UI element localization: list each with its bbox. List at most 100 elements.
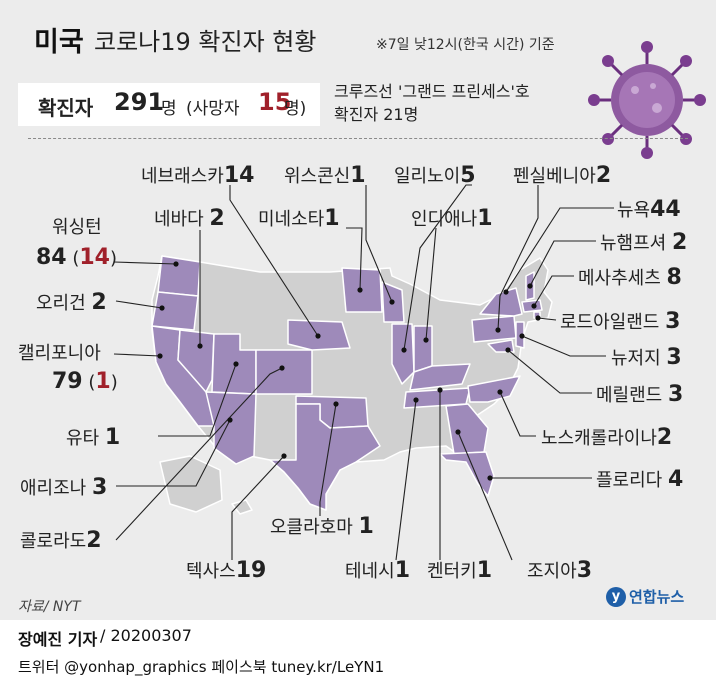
marker-pennsylvania [495, 327, 501, 333]
summary-total: 291 [114, 88, 165, 116]
marker-georgia [455, 429, 461, 435]
title-text: 코로나19 확진자 현황 [94, 28, 317, 56]
label-new-jersey: 뉴저지 3 [611, 345, 682, 370]
leader-line-north-carolina [499, 391, 536, 437]
label-utah: 유타 1 [66, 425, 121, 450]
title-country: 미국 [34, 27, 84, 58]
marker-rhode-island [535, 315, 541, 321]
social-links: 트위터 @yonhap_graphics 페이스북 tuney.kr/LeYN1 [18, 658, 385, 676]
hawaii [231, 499, 253, 515]
summary-deaths-label: (사망자 [186, 99, 240, 119]
marker-new-jersey [519, 333, 525, 339]
label-rhode-island: 로드아일랜드 3 [560, 309, 681, 334]
label-colorado: 콜로라도2 [20, 528, 102, 553]
state-florida [439, 451, 495, 497]
label-pennsylvania: 펜실베니아2 [513, 163, 612, 188]
leader-line-utah [158, 363, 237, 437]
marker-tennessee [413, 397, 419, 403]
marker-north-carolina [497, 389, 503, 395]
label-wisconsin: 위스콘신1 [284, 163, 366, 188]
marker-indiana [423, 337, 429, 343]
summary-deaths-unit: 명) [284, 99, 307, 119]
label-georgia: 조지아3 [527, 558, 592, 583]
label-washington-name: 워싱턴 [52, 217, 102, 238]
marker-utah [233, 361, 239, 367]
state-illinois [391, 323, 415, 385]
label-arizona: 애리조나 3 [20, 475, 108, 500]
marker-texas [281, 453, 287, 459]
state-texas [269, 403, 381, 511]
label-new-hampshire: 뉴햄프셔 2 [600, 230, 688, 255]
leader-line-minnesota [346, 227, 363, 291]
label-oklahoma: 오클라호마 1 [270, 514, 374, 539]
cruise-ship-line2: 확진자 21명 [334, 105, 419, 124]
label-washington-values: 84 (14) [36, 245, 118, 270]
marker-maryland [505, 347, 511, 353]
leader-line-rhode-island [537, 317, 557, 321]
marker-nevada [197, 343, 203, 349]
marker-oregon [159, 305, 165, 311]
label-new-york: 뉴욕44 [617, 197, 681, 222]
leader-line-new-york [505, 207, 614, 293]
alaska [159, 455, 223, 513]
marker-arizona [227, 417, 233, 423]
summary-label: 확진자 [38, 96, 94, 120]
label-nebraska: 네브래스카14 [141, 163, 255, 188]
marker-colorado [279, 365, 285, 371]
label-maryland: 메릴랜드 3 [596, 382, 684, 407]
leader-line-nebraska [229, 185, 319, 337]
state-new-york [479, 287, 523, 317]
label-minnesota: 미네소타1 [258, 206, 340, 231]
cruise-ship-line1: 크루즈선 '그랜드 프린세스'호 [334, 82, 530, 101]
leader-line-new-hampshire [529, 240, 596, 287]
time-note: ※7일 낮12시(한국 시간) 기준 [376, 37, 555, 53]
label-indiana: 인디애나1 [411, 206, 493, 231]
byline-author: 장예진 기자 [18, 630, 98, 649]
leader-line-oregon [115, 300, 163, 309]
label-oregon: 오리건 2 [36, 290, 107, 315]
marker-oklahoma [333, 401, 339, 407]
label-kentucky: 켄터키1 [427, 558, 492, 583]
leader-line-texas [231, 455, 285, 560]
label-florida: 플로리다 4 [596, 467, 684, 492]
leader-line-maryland [507, 349, 592, 394]
leader-line-wisconsin [365, 185, 393, 303]
label-nevada: 네바다 2 [154, 206, 225, 231]
state-colorado [255, 349, 313, 395]
label-texas: 텍사스19 [186, 558, 267, 583]
leader-line-colorado [115, 367, 283, 541]
summary-deaths: 15 [258, 88, 292, 116]
marker-minnesota [357, 287, 363, 293]
leader-line-georgia [457, 431, 513, 561]
label-north-carolina: 노스캐롤라이나2 [541, 425, 673, 450]
state-north-carolina [467, 375, 521, 403]
label-california-values: 79 (1) [52, 369, 118, 394]
yonhap-logo-icon: y [606, 586, 626, 607]
label-massachusetts: 메사추세츠 8 [578, 265, 682, 290]
leader-line-new-jersey [521, 335, 606, 357]
leader-line-arizona [116, 419, 231, 487]
divider [28, 138, 688, 139]
state-georgia [445, 403, 489, 455]
yonhap-logo-text: 연합뉴스 [629, 588, 685, 606]
byline-date: / 20200307 [100, 626, 192, 645]
marker-kentucky [437, 387, 443, 393]
label-illinois: 일리노이5 [394, 163, 476, 188]
us-map [113, 184, 614, 561]
marker-new-hampshire [527, 283, 533, 289]
state-oregon [151, 291, 199, 331]
leader-line-illinois [403, 184, 472, 351]
label-tennessee: 테네시1 [345, 558, 410, 583]
marker-illinois [401, 347, 407, 353]
marker-new-york [503, 289, 509, 295]
summary-unit: 명 [161, 99, 177, 119]
yonhap-logo: y 연합뉴스 [606, 586, 684, 607]
virus-icon [588, 41, 706, 159]
leader-line-pennsylvania [497, 185, 539, 331]
state-indiana [413, 325, 433, 373]
marker-washington [173, 261, 179, 267]
marker-wisconsin [389, 299, 395, 305]
leader-line-washington [113, 261, 177, 265]
marker-florida [487, 475, 493, 481]
state-pennsylvania [471, 315, 517, 343]
